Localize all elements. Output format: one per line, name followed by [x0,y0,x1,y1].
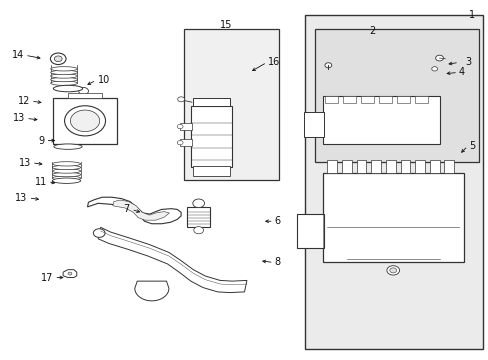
Text: 2: 2 [368,26,374,36]
Bar [385,160,395,173]
Text: 10: 10 [98,75,110,85]
Circle shape [389,268,396,273]
Bar [342,96,355,103]
Bar [180,139,192,146]
Circle shape [435,55,443,61]
Circle shape [193,226,203,234]
Bar [396,96,409,103]
Bar [315,30,478,162]
Ellipse shape [51,74,77,78]
Circle shape [177,125,183,129]
Ellipse shape [52,165,81,170]
Text: 7: 7 [123,204,130,215]
Text: 1: 1 [468,10,474,20]
Text: 13: 13 [19,158,31,168]
Bar [190,107,232,167]
Bar [68,93,102,98]
Text: 14: 14 [12,50,24,60]
Bar [341,160,351,173]
Ellipse shape [54,144,82,149]
Bar [325,96,337,103]
Bar [360,96,373,103]
Circle shape [68,272,72,275]
Circle shape [192,199,204,208]
Bar [183,30,278,180]
Bar [400,160,409,173]
Ellipse shape [51,77,77,82]
Text: 5: 5 [468,141,474,151]
Bar [322,96,439,144]
Text: 17: 17 [41,273,53,283]
Bar [322,173,463,262]
Circle shape [70,110,100,132]
Circle shape [64,106,105,136]
Ellipse shape [52,172,81,177]
Ellipse shape [53,85,82,92]
Bar [304,112,324,137]
Bar [378,96,391,103]
Ellipse shape [52,178,81,183]
Circle shape [431,67,437,71]
Ellipse shape [51,81,77,85]
Text: 9: 9 [39,136,44,145]
Text: 3: 3 [464,57,470,67]
Text: 6: 6 [274,216,280,226]
Text: 15: 15 [220,20,232,30]
Circle shape [79,87,88,95]
Circle shape [93,229,105,237]
Bar [180,123,192,130]
Circle shape [177,140,183,145]
Polygon shape [98,227,246,293]
Bar [414,96,427,103]
Text: 4: 4 [458,67,464,77]
Bar [356,160,366,173]
Ellipse shape [52,169,81,173]
Circle shape [50,53,66,64]
Circle shape [386,266,399,275]
Bar [297,214,324,248]
Ellipse shape [51,70,77,75]
Bar [193,166,229,176]
Text: 12: 12 [18,96,30,106]
Ellipse shape [51,67,77,71]
Ellipse shape [52,162,81,166]
Bar [444,160,453,173]
Bar [414,160,424,173]
Polygon shape [87,197,181,224]
Bar [305,15,483,348]
Polygon shape [113,200,169,220]
Polygon shape [135,281,168,301]
Bar [53,98,117,144]
Text: 13: 13 [13,113,25,123]
Text: 8: 8 [274,257,280,267]
Text: 13: 13 [15,193,27,203]
Polygon shape [63,270,77,278]
Bar [186,207,210,226]
Ellipse shape [52,176,81,180]
Circle shape [54,56,62,62]
Bar [429,160,439,173]
Circle shape [325,63,331,68]
Text: 16: 16 [267,57,280,67]
Bar [193,98,229,107]
Circle shape [177,97,184,102]
Bar [327,160,336,173]
Bar [370,160,380,173]
Text: 11: 11 [35,177,47,187]
